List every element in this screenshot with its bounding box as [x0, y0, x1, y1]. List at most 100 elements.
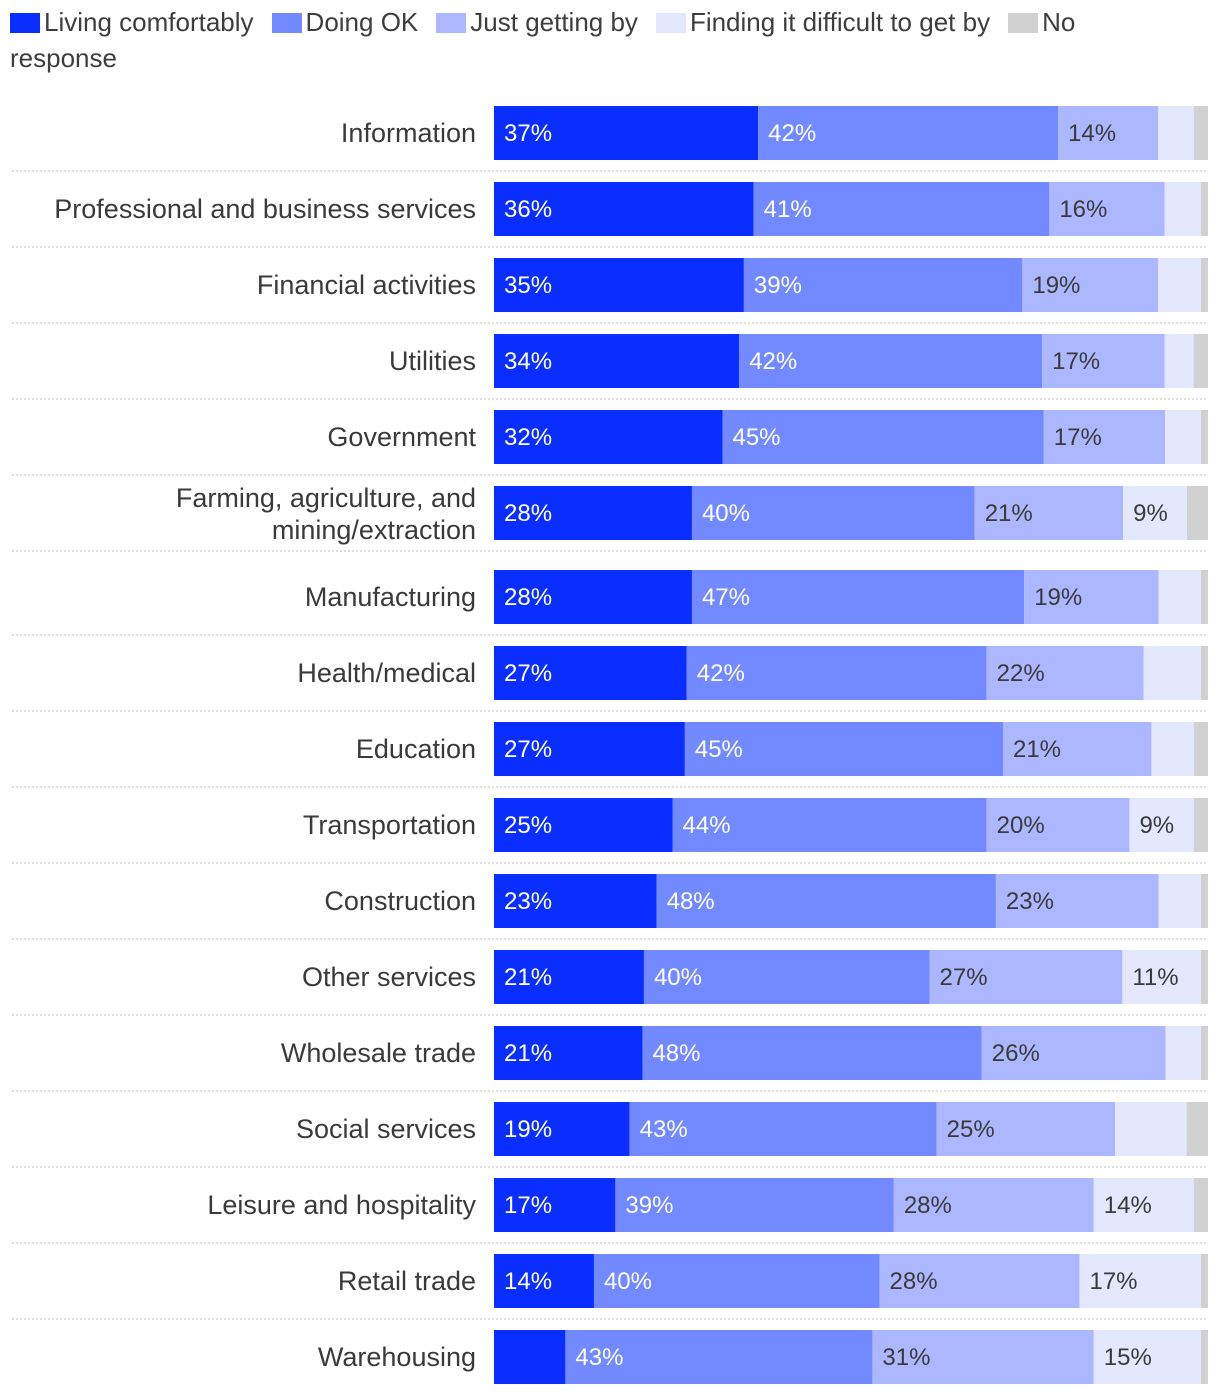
- legend-label: Doing OK: [305, 7, 419, 37]
- bar-segment: [494, 1330, 566, 1384]
- legend-label: Living comfortably: [44, 7, 254, 37]
- bar-value-label: 48%: [652, 1040, 700, 1067]
- category-label: Professional and business services: [54, 194, 476, 224]
- bar-segment: [691, 570, 1025, 624]
- bar-value-label: 14%: [1068, 120, 1116, 147]
- bar-segment: [672, 798, 987, 852]
- bar-segment: [1200, 874, 1208, 928]
- bar-segment: [494, 258, 744, 312]
- bar-value-label: 39%: [625, 1192, 673, 1219]
- bar-segment: [1193, 106, 1208, 160]
- bar-value-label: 43%: [640, 1116, 688, 1143]
- bar-value-label: 19%: [504, 1116, 552, 1143]
- bar-segment: [1193, 722, 1208, 776]
- bar-segment: [494, 1178, 616, 1232]
- category-label: Financial activities: [257, 270, 476, 300]
- bar-segment: [1193, 798, 1208, 852]
- bar-segment: [981, 1026, 1166, 1080]
- category-label: Construction: [324, 886, 476, 916]
- bar-segment: [1164, 182, 1201, 236]
- bar-segment: [753, 182, 1050, 236]
- bar-value-label: 25%: [504, 812, 552, 839]
- legend-swatch: [655, 13, 686, 33]
- bar-segment: [643, 950, 930, 1004]
- bar-value-label: 25%: [947, 1116, 995, 1143]
- bar-value-label: 23%: [504, 888, 552, 915]
- bar-segment: [1024, 570, 1159, 624]
- bar-segment: [1186, 486, 1208, 540]
- bar-segment: [995, 874, 1159, 928]
- bar-value-label: 22%: [997, 660, 1045, 687]
- bar-segment: [1165, 1026, 1201, 1080]
- bar-segment: [494, 646, 687, 700]
- bar-segment: [1165, 410, 1201, 464]
- bar-value-label: 28%: [904, 1192, 952, 1219]
- legend-item: Just getting by: [436, 7, 638, 37]
- bar-value-label: 34%: [504, 348, 552, 375]
- bar-value-label: 21%: [985, 500, 1033, 527]
- bar-segment: [974, 486, 1124, 540]
- bar-value-label: 45%: [695, 736, 743, 763]
- bar-segment: [1129, 798, 1194, 852]
- legend: Living comfortably Doing OK Just getting b…: [10, 4, 1160, 76]
- legend-swatch: [436, 13, 467, 33]
- bar-segment: [879, 1254, 1080, 1308]
- bar-segment: [656, 874, 996, 928]
- category-label: Transportation: [303, 810, 476, 840]
- bar-value-label: 35%: [504, 272, 552, 299]
- legend-item: No response: [10, 7, 1075, 73]
- category-label: Education: [356, 734, 476, 764]
- bar-value-label: 42%: [749, 348, 797, 375]
- bar-segment: [1200, 1330, 1208, 1384]
- bar-value-label: 28%: [504, 584, 552, 611]
- bar-segment: [758, 106, 1059, 160]
- bar-segment: [1193, 1178, 1208, 1232]
- bar-value-label: 11%: [1132, 964, 1178, 991]
- bar-segment: [494, 1254, 594, 1308]
- bar-segment: [629, 1102, 937, 1156]
- bar-value-label: 17%: [1052, 348, 1100, 375]
- bar-segment: [494, 410, 723, 464]
- bar-value-label: 14%: [1104, 1192, 1152, 1219]
- bar-segment: [565, 1330, 873, 1384]
- bar-segment: [872, 1330, 1094, 1384]
- category-label: Warehousing: [318, 1342, 476, 1372]
- bar-value-label: 41%: [764, 196, 812, 223]
- legend-swatch: [10, 13, 40, 33]
- legend-label: Finding it difficult to get by: [689, 7, 991, 37]
- bar-value-label: 43%: [575, 1344, 623, 1371]
- legend-item: Living comfortably: [10, 7, 254, 37]
- legend-item: Doing OK: [271, 7, 419, 37]
- bar-segment: [1143, 646, 1201, 700]
- bar-segment: [494, 334, 740, 388]
- legend-swatch: [271, 13, 302, 33]
- bar-segment: [494, 106, 759, 160]
- bar-value-label: 21%: [1013, 736, 1061, 763]
- bar-value-label: 9%: [1139, 812, 1174, 839]
- bar-value-label: 26%: [992, 1040, 1040, 1067]
- bar-value-label: 48%: [667, 888, 715, 915]
- bar-value-label: 9%: [1133, 500, 1168, 527]
- bar-segment: [1158, 874, 1201, 928]
- bar-value-label: 40%: [702, 500, 750, 527]
- bar-segment: [593, 1254, 880, 1308]
- category-label: Farming, agriculture, and mining/extracti…: [176, 483, 476, 545]
- bar-value-label: 40%: [654, 964, 702, 991]
- bar-segment: [494, 798, 673, 852]
- category-label: Information: [341, 118, 476, 148]
- bar-segment: [743, 258, 1023, 312]
- bar-segment: [615, 1178, 894, 1232]
- bar-value-label: 23%: [1006, 888, 1054, 915]
- bar-value-label: 42%: [768, 120, 816, 147]
- bar-value-label: 31%: [882, 1344, 930, 1371]
- bar-segment: [494, 570, 692, 624]
- bar-value-label: 47%: [702, 584, 750, 611]
- bar-segment: [1115, 1102, 1187, 1156]
- bar-segment: [494, 722, 685, 776]
- bar-segment: [1123, 486, 1187, 540]
- bar-segment: [686, 646, 987, 700]
- bar-segment: [1200, 410, 1208, 464]
- bar-segment: [1200, 1254, 1208, 1308]
- bar-segment: [1200, 950, 1208, 1004]
- category-label: Wholesale trade: [281, 1038, 476, 1068]
